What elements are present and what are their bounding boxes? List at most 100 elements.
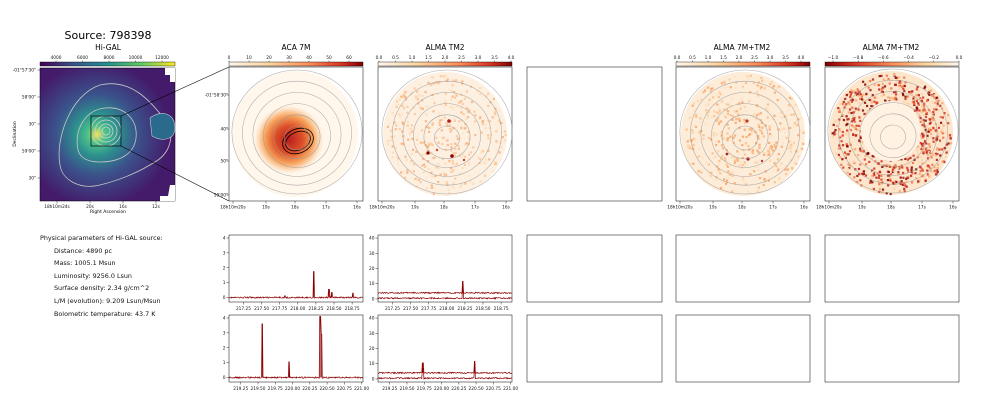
info-heading: Physical parameters of Hi-GAL source:	[40, 234, 163, 242]
emission-pixel	[407, 138, 410, 141]
emission-pixel	[852, 90, 855, 93]
emission-pixel	[777, 153, 780, 156]
emission-pixel	[767, 153, 770, 156]
x-tick-label: 16s	[119, 204, 127, 210]
spectrum-line	[378, 361, 513, 375]
emission-pixel	[833, 133, 836, 136]
emission-pixel	[412, 106, 415, 109]
emission-pixel	[455, 164, 458, 167]
x-tick-label: 221.00	[503, 386, 518, 392]
emission-pixel	[885, 182, 888, 185]
emission-pixel	[398, 98, 401, 101]
emission-pixel	[888, 82, 891, 85]
emission-pixel	[921, 93, 924, 96]
emission-pixel	[895, 180, 898, 184]
emission-pixel	[941, 148, 944, 151]
emission-pixel	[416, 90, 419, 93]
emission-pixel	[880, 182, 883, 186]
emission-pixel	[878, 75, 881, 78]
emission-pixel	[884, 80, 887, 83]
emission-pixel	[424, 153, 427, 156]
emission-pixel	[901, 85, 904, 88]
emission-pixel	[712, 96, 715, 99]
y-tick-label: 50"	[221, 159, 228, 165]
emission-pixel	[921, 162, 924, 165]
emission-pixel	[731, 97, 734, 100]
emission-pixel	[790, 143, 793, 146]
emission-pixel	[417, 135, 420, 139]
emission-pixel	[839, 156, 842, 159]
emission-pixel	[885, 74, 888, 77]
emission-pixel	[431, 175, 434, 178]
emission-pixel	[906, 168, 909, 171]
emission-pixel	[417, 178, 420, 181]
emission-pixel	[799, 129, 802, 132]
contour-ring	[273, 114, 321, 160]
x-tick-label: 12s	[152, 204, 160, 210]
diff-x-ticks: 18h10m20s 19s 18s 17s 16s	[816, 201, 958, 211]
emission-pixel	[470, 80, 473, 83]
emission-pixel	[780, 145, 783, 148]
emission-pixel	[468, 153, 471, 156]
y-tick-label: 58'00"	[22, 95, 36, 101]
emission-pixel	[922, 134, 925, 137]
emission-pixel	[698, 131, 701, 134]
empty-spectrum-panel	[675, 234, 811, 303]
emission-pixel	[771, 149, 775, 152]
emission-pixel	[923, 125, 926, 128]
emission-pixel	[721, 137, 725, 140]
emission-pixel	[947, 142, 950, 145]
emission-pixel	[467, 136, 471, 139]
emission-pixel	[461, 132, 465, 135]
x-tick-label: 220.00	[285, 386, 300, 392]
emission-pixel	[498, 151, 501, 154]
emission-pixel	[702, 91, 705, 94]
emission-pixel	[900, 158, 903, 161]
emission-pixel	[769, 159, 772, 162]
emission-pixel	[452, 79, 455, 82]
emission-pixel	[446, 187, 450, 190]
emission-pixel	[898, 180, 901, 183]
emission-pixel	[925, 126, 928, 129]
emission-pixel	[714, 103, 717, 106]
emission-pixel	[835, 152, 838, 155]
emission-pixel	[865, 92, 868, 95]
emission-pixel	[905, 101, 909, 105]
emission-pixel	[720, 82, 723, 85]
emission-pixel	[702, 137, 705, 140]
emission-pixel	[744, 121, 747, 124]
emission-pixel	[919, 117, 922, 120]
emission-pixel	[871, 78, 875, 81]
emission-pixel	[688, 145, 691, 148]
emission-pixel	[503, 140, 506, 143]
emission-pixel	[465, 90, 468, 93]
emission-pixel	[444, 104, 447, 107]
emission-pixel	[932, 140, 935, 143]
emission-pixel	[473, 110, 476, 113]
emission-pixel	[861, 141, 864, 144]
c7m-title: ALMA 7M+TM2	[714, 43, 771, 52]
emission-pixel	[883, 178, 886, 181]
emission-pixel	[479, 180, 482, 183]
emission-pixel	[907, 170, 910, 173]
emission-pixel	[454, 177, 457, 180]
emission-pixel	[430, 83, 433, 87]
emission-pixel	[439, 173, 442, 176]
emission-pixel	[943, 132, 946, 135]
emission-pixel	[715, 119, 718, 122]
emission-pixel	[925, 130, 928, 133]
emission-pixel	[936, 166, 939, 169]
emission-pixel	[871, 105, 875, 108]
emission-pixel	[888, 177, 891, 180]
info-surface-density: Surface density: 2.34 g/cm^2	[54, 284, 150, 293]
emission-pixel	[862, 93, 865, 96]
emission-pixel	[840, 140, 843, 143]
emission-pixel	[479, 157, 482, 160]
emission-pixel	[398, 114, 401, 117]
emission-pixel	[745, 135, 748, 138]
emission-pixel	[849, 93, 852, 96]
emission-pixel	[428, 130, 431, 133]
emission-pixel	[780, 116, 783, 119]
emission-peak	[745, 119, 749, 123]
emission-pixel	[732, 136, 735, 139]
